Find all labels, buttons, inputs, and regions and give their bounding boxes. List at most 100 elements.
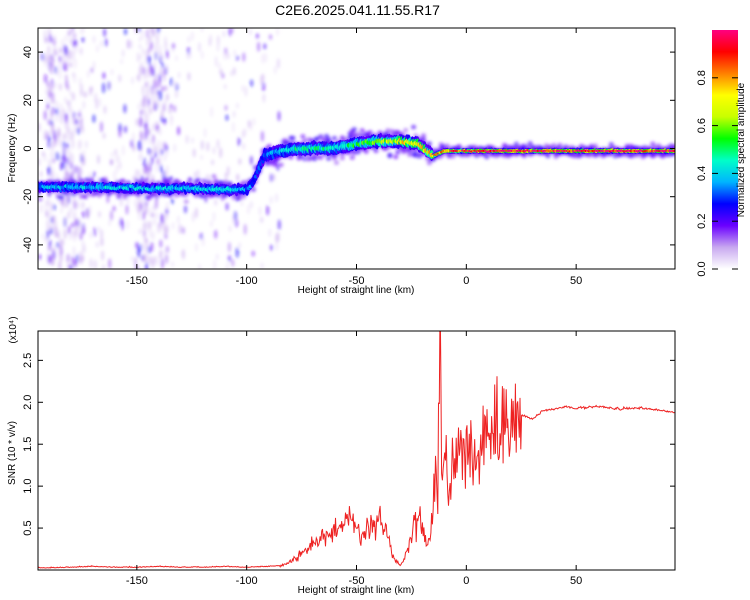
heatmap-halo bbox=[183, 199, 189, 204]
heatmap-speckle bbox=[151, 261, 155, 269]
heatmap-speckle bbox=[147, 56, 151, 66]
heatmap-speckle bbox=[102, 263, 106, 269]
heatmap-speckle bbox=[121, 220, 125, 231]
heatmap-speckle bbox=[55, 114, 59, 123]
heatmap-speckle bbox=[60, 38, 64, 48]
heatmap-speckle bbox=[136, 119, 140, 126]
heatmap-speckle bbox=[181, 248, 186, 260]
heatmap-halo bbox=[227, 181, 233, 186]
heatmap-speckle bbox=[75, 254, 79, 263]
heatmap-speckle bbox=[268, 228, 272, 238]
heatmap-speckle bbox=[99, 121, 104, 133]
y-tick-label: 2.0 bbox=[22, 395, 34, 410]
heatmap-speckle bbox=[57, 130, 61, 137]
heatmap-speckle bbox=[130, 76, 135, 85]
heatmap-halo bbox=[195, 177, 201, 183]
heatmap-speckle bbox=[102, 132, 106, 140]
heatmap-speckle bbox=[250, 79, 254, 88]
heatmap-speckle bbox=[158, 127, 162, 136]
heatmap-speckle bbox=[177, 126, 181, 136]
heatmap-speckle bbox=[257, 41, 261, 52]
heatmap-speckle bbox=[192, 148, 196, 158]
heatmap-speckle bbox=[119, 197, 123, 207]
heatmap-halo bbox=[312, 153, 318, 159]
x-tick-label: -150 bbox=[126, 575, 148, 587]
heatmap-speckle bbox=[66, 133, 70, 143]
heatmap-speckle bbox=[261, 53, 265, 64]
heatmap-speckle bbox=[154, 151, 158, 159]
heatmap-halo bbox=[314, 136, 320, 142]
heatmap-speckle bbox=[93, 227, 97, 237]
heatmap-speckle bbox=[175, 91, 179, 98]
heatmap-speckle bbox=[46, 102, 50, 110]
heatmap-speckle bbox=[51, 166, 55, 177]
heatmap-speckle bbox=[199, 232, 203, 240]
heatmap-speckle bbox=[183, 205, 188, 214]
heatmap-speckle bbox=[44, 73, 48, 84]
heatmap-speckle bbox=[61, 54, 65, 63]
heatmap-speckle bbox=[234, 219, 239, 228]
heatmap-speckle bbox=[61, 197, 65, 208]
heatmap-speckle bbox=[115, 164, 119, 174]
heatmap-speckle bbox=[64, 34, 68, 43]
heatmap-speckle bbox=[70, 107, 74, 118]
heatmap-speckle bbox=[171, 222, 175, 230]
heatmap-speckle bbox=[210, 106, 214, 118]
snr-plot-area bbox=[38, 331, 675, 570]
heatmap-speckle bbox=[153, 60, 157, 70]
heatmap-speckle bbox=[121, 144, 125, 156]
heatmap-speckle bbox=[269, 196, 273, 205]
heatmap-speckle bbox=[123, 103, 127, 114]
heatmap-speckle bbox=[112, 205, 116, 212]
heatmap-halo bbox=[207, 180, 213, 185]
snr-x-axis-title: Height of straight line (km) bbox=[298, 585, 415, 596]
heatmap-speckle bbox=[160, 148, 164, 156]
heatmap-speckle bbox=[156, 222, 161, 230]
heatmap-speckle bbox=[44, 201, 48, 212]
heatmap-speckle bbox=[216, 138, 220, 149]
heatmap-speckle bbox=[62, 133, 66, 141]
heatmap-halo bbox=[120, 179, 126, 184]
heatmap-speckle bbox=[170, 198, 174, 205]
heatmap-speckle bbox=[171, 261, 175, 268]
heatmap-speckle bbox=[154, 73, 158, 83]
heatmap-speckle bbox=[164, 227, 168, 235]
heatmap-speckle bbox=[236, 173, 240, 182]
heatmap-halo bbox=[363, 149, 369, 154]
heatmap-speckle bbox=[50, 152, 54, 158]
heatmap-speckle bbox=[235, 246, 239, 258]
heatmap-speckle bbox=[55, 100, 59, 109]
heatmap-speckle bbox=[201, 236, 205, 247]
heatmap-speckle bbox=[118, 161, 122, 170]
heatmap-speckle bbox=[108, 219, 112, 227]
heatmap-speckle bbox=[219, 68, 223, 76]
heatmap-speckle bbox=[169, 115, 174, 127]
heatmap-speckle bbox=[41, 233, 45, 240]
heatmap-speckle bbox=[56, 241, 60, 249]
heatmap-speckle bbox=[157, 147, 162, 155]
spectrogram-heatmap bbox=[38, 28, 675, 269]
heatmap-speckle bbox=[146, 102, 150, 111]
heatmap-halo bbox=[340, 155, 345, 161]
heatmap-speckle bbox=[221, 72, 225, 79]
heatmap-speckle bbox=[78, 166, 82, 176]
heatmap-speckle bbox=[69, 264, 73, 269]
heatmap-speckle bbox=[260, 216, 264, 224]
snr-panel: -150 -100 -50 0 50 0.5 1.0 1.5 2.0 2.5 Height of… bbox=[7, 316, 676, 596]
heatmap-speckle bbox=[88, 171, 92, 179]
heatmap-halo bbox=[347, 133, 353, 138]
heatmap-speckle bbox=[260, 262, 264, 269]
heatmap-speckle bbox=[242, 52, 246, 62]
heatmap-speckle bbox=[71, 222, 75, 228]
heatmap-speckle bbox=[48, 239, 52, 247]
heatmap-speckle bbox=[95, 45, 99, 53]
heatmap-halo bbox=[359, 128, 365, 133]
heatmap-halo bbox=[527, 141, 533, 146]
heatmap-speckle bbox=[72, 29, 76, 40]
heatmap-speckle bbox=[144, 120, 148, 132]
heatmap-speckle bbox=[115, 152, 119, 163]
heatmap-speckle bbox=[246, 204, 251, 215]
heatmap-speckle bbox=[260, 130, 264, 142]
heatmap-speckle bbox=[79, 48, 83, 54]
heatmap-speckle bbox=[67, 225, 71, 235]
